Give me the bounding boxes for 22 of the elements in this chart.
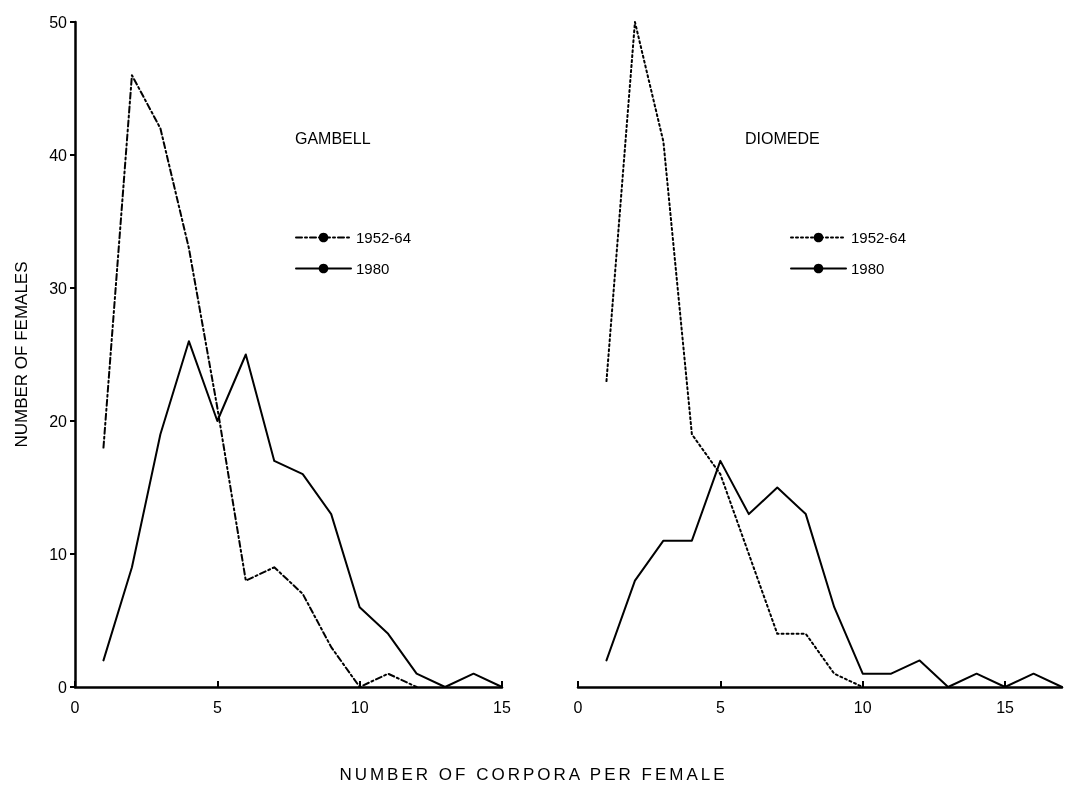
x-tick-label: 5 (715, 698, 725, 716)
y-tick-label: 40 (49, 146, 68, 164)
legend-label: 1952-64 (356, 229, 412, 246)
x-tick-label: 10 (853, 698, 872, 716)
y-tick-label: 50 (49, 13, 68, 31)
x-axis-title: NUMBER OF CORPORA PER FEMALE (338, 765, 729, 785)
x-tick-label: 0 (573, 698, 583, 716)
text: GAMBELL (295, 129, 371, 147)
legend-label: 1980 (356, 260, 390, 277)
y-axis-title: NUMBER OF FEMALES (12, 261, 31, 448)
x-tick-label: 0 (70, 698, 80, 716)
y-tick-label: 0 (58, 678, 68, 696)
x-tick-label: 5 (212, 698, 222, 716)
y-tick-label: 30 (49, 279, 68, 297)
x-tick-label: 15 (996, 698, 1015, 716)
legend-label: 1952-64 (851, 229, 907, 246)
y-tick-label: 10 (49, 545, 68, 563)
text: DIOMEDE (745, 129, 820, 147)
x-tick-label: 10 (350, 698, 369, 716)
legend-label: 1980 (851, 260, 885, 277)
y-tick-label: 20 (49, 412, 68, 430)
x-tick-label: 15 (493, 698, 511, 716)
